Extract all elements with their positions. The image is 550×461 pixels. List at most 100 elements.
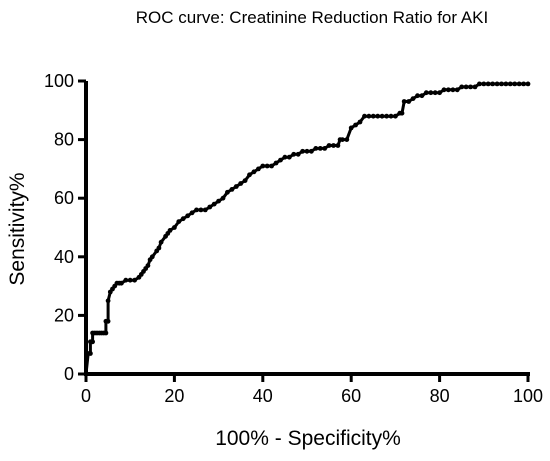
- roc-curve-point: [158, 239, 164, 245]
- roc-curve-point: [463, 84, 469, 90]
- y-tick-label: 20: [54, 305, 74, 325]
- roc-curve-point: [348, 125, 354, 131]
- roc-curve-point: [317, 146, 323, 151]
- roc-curve-point: [485, 81, 491, 87]
- roc-curve-point: [499, 81, 504, 87]
- roc-curve-point: [105, 298, 111, 304]
- roc-curve-point: [149, 254, 155, 260]
- roc-curve-point: [295, 151, 301, 157]
- roc-curve-point: [247, 172, 252, 178]
- roc-curve-point: [370, 113, 376, 119]
- roc-curve-point: [468, 84, 473, 90]
- roc-curve-point: [167, 228, 173, 233]
- roc-curve-point: [198, 207, 204, 213]
- roc-curve-point: [123, 277, 129, 283]
- y-axis-label: Sensitivity%: [6, 172, 29, 285]
- roc-curve-point: [225, 189, 230, 195]
- roc-curve-point: [393, 113, 398, 119]
- roc-curve-point: [446, 87, 451, 93]
- roc-curve-point: [428, 90, 434, 96]
- x-tick-label: 60: [341, 386, 361, 406]
- roc-curve-point: [472, 84, 478, 90]
- roc-curve-point: [216, 198, 222, 204]
- roc-curve-point: [388, 113, 394, 119]
- roc-curve-point: [132, 277, 138, 283]
- roc-curve-point: [105, 318, 111, 324]
- roc-curve-point: [423, 90, 429, 96]
- roc-curve-point: [459, 84, 465, 90]
- roc-curve-point: [477, 81, 482, 87]
- roc-curve-point: [251, 169, 257, 175]
- roc-curve-point: [344, 137, 350, 143]
- roc-curve-point: [194, 207, 199, 213]
- chart-title: ROC curve: Creatinine Reduction Ratio fo…: [136, 8, 488, 27]
- roc-curve-point: [291, 151, 297, 157]
- roc-curve-point: [335, 143, 341, 148]
- roc-curve-point: [185, 213, 191, 219]
- roc-curve-point: [406, 99, 412, 104]
- roc-curve-point: [454, 87, 460, 93]
- roc-curve-point: [353, 122, 358, 128]
- roc-curve-point: [441, 87, 447, 93]
- x-tick-label: 20: [164, 386, 184, 406]
- roc-curve-point: [481, 81, 487, 87]
- roc-curve-point: [450, 87, 456, 93]
- y-tick-label: 80: [54, 130, 74, 150]
- roc-curve-point: [127, 277, 133, 283]
- roc-curve-point: [83, 371, 89, 377]
- roc-curve-point: [331, 143, 336, 148]
- roc-curve-point: [180, 216, 186, 222]
- roc-curve-point: [269, 163, 274, 169]
- x-tick-label: 80: [430, 386, 450, 406]
- y-tick-label: 100: [44, 71, 74, 91]
- roc-curve-point: [507, 81, 513, 87]
- roc-curve-point: [340, 137, 345, 143]
- roc-curve-point: [176, 219, 182, 225]
- roc-curve-point: [172, 225, 177, 230]
- roc-curve-point: [189, 210, 195, 216]
- roc-curve-point: [202, 207, 208, 213]
- roc-curve-point: [90, 339, 95, 345]
- roc-curve-point: [256, 166, 261, 172]
- roc-curve-point: [207, 204, 213, 210]
- roc-curve-point: [415, 93, 420, 99]
- roc-curve-point: [379, 113, 385, 119]
- roc-curve-point: [399, 110, 405, 116]
- roc-curve-point: [273, 160, 279, 166]
- roc-curve-point: [242, 178, 248, 184]
- x-axis-label: 100% - Specificity%: [215, 427, 401, 450]
- y-tick-label: 40: [54, 247, 74, 267]
- roc-curve-point: [238, 181, 244, 186]
- roc-curve-point: [88, 351, 93, 356]
- roc-curve-point: [432, 90, 438, 96]
- y-tick-label: 0: [64, 364, 74, 384]
- roc-curve-point: [384, 113, 389, 119]
- roc-curve-point: [494, 81, 500, 87]
- roc-curve-point: [260, 163, 266, 169]
- roc-curve-point: [410, 96, 416, 101]
- roc-curve-point: [211, 201, 217, 207]
- roc-curve-point: [326, 143, 332, 148]
- x-tick-label: 100: [513, 386, 543, 406]
- roc-curve-point: [525, 81, 531, 87]
- roc-curve-point: [512, 81, 518, 87]
- roc-curve-point: [282, 154, 288, 160]
- roc-curve-point: [278, 157, 283, 163]
- roc-curve-point: [516, 81, 522, 87]
- roc-curve-point: [490, 81, 495, 87]
- roc-curve-point: [229, 187, 235, 192]
- roc-curve-point: [437, 90, 442, 96]
- roc-curve-point: [313, 146, 319, 151]
- roc-curve-point: [366, 113, 372, 119]
- roc-curve-point: [233, 184, 239, 189]
- roc-curve-point: [286, 154, 292, 160]
- roc-curve-point: [309, 148, 314, 154]
- roc-curve-point: [304, 148, 310, 154]
- roc-curve-point: [264, 163, 270, 169]
- roc-curve-line: [84, 82, 530, 376]
- roc-curve-point: [119, 280, 124, 286]
- roc-curve-point: [419, 93, 425, 99]
- y-tick-label: 60: [54, 188, 74, 208]
